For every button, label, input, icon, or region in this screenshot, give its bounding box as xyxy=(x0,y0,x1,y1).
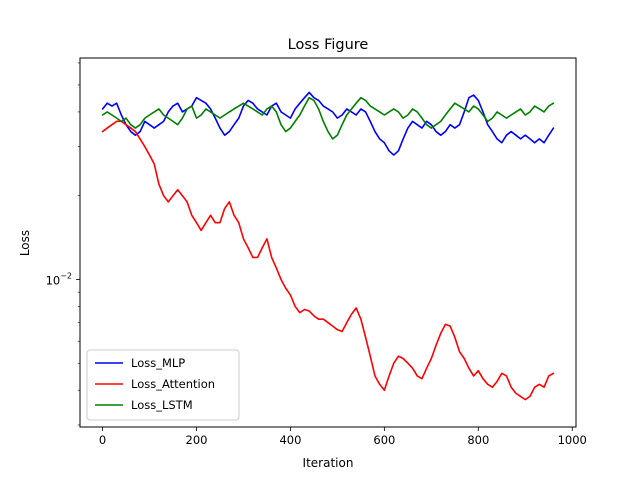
legend-label: Loss_Attention xyxy=(131,377,215,391)
series-layer xyxy=(101,91,555,401)
x-axis-ticks: 0 200 400 600 800 1000 xyxy=(99,427,587,447)
legend-label: Loss_LSTM xyxy=(131,398,193,412)
x-tick-label: 1000 xyxy=(558,433,587,447)
x-tick-label: 800 xyxy=(467,433,489,447)
y-axis-ticks: 10−2 xyxy=(46,62,80,426)
x-tick-label: 0 xyxy=(99,433,106,447)
series-line-loss-lstm xyxy=(101,96,555,140)
y-tick-label-exponent: −2 xyxy=(60,271,72,280)
chart-title: Loss Figure xyxy=(288,37,369,53)
series-line-loss-mlp xyxy=(101,91,555,156)
x-tick-label: 600 xyxy=(373,433,395,447)
legend-label: Loss_MLP xyxy=(131,356,185,370)
series-line-loss-attention xyxy=(101,120,555,401)
x-axis-label: Iteration xyxy=(303,456,354,470)
x-tick-label: 200 xyxy=(186,433,208,447)
x-tick-label: 400 xyxy=(279,433,301,447)
y-tick-label: 10−2 xyxy=(46,271,72,287)
y-tick-label-base: 10 xyxy=(46,273,61,287)
legend-box xyxy=(86,349,240,421)
plot-frame xyxy=(79,57,577,428)
y-axis-label: Loss xyxy=(18,230,32,256)
legend: Loss_MLP Loss_Attention Loss_LSTM xyxy=(86,349,240,421)
